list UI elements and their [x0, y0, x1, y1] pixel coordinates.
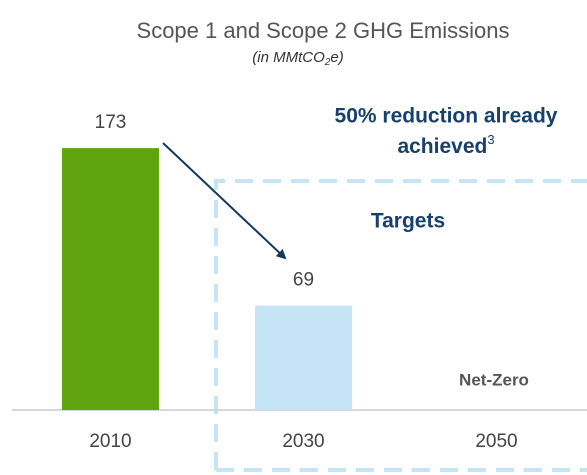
reduction-arrow: [162, 142, 287, 260]
subtitle-part: e): [330, 49, 343, 66]
targets-label: Targets: [371, 210, 445, 233]
reduction-line: achieved: [397, 135, 487, 158]
footnote: 3: [487, 132, 494, 147]
value-label: 69: [293, 270, 314, 291]
value-label: 173: [95, 112, 127, 133]
bar: [255, 305, 352, 410]
target-box: [214, 179, 587, 472]
subtitle-part: (in MMtCO: [252, 49, 325, 66]
subtitle-subscript: 2: [324, 57, 331, 68]
bar: [62, 148, 159, 410]
x-tick-label: 2050: [475, 431, 517, 452]
net-zero-label: Net-Zero: [459, 370, 529, 389]
x-tick-label: 2030: [282, 431, 324, 452]
chart-title: Scope 1 and Scope 2 GHG Emissions: [137, 18, 510, 43]
reduction-annotation: 50% reduction already: [335, 105, 558, 128]
reduction-annotation: achieved3: [397, 132, 494, 157]
x-tick-label: 2010: [89, 431, 131, 452]
chart-subtitle: (in MMtCO2e): [252, 49, 343, 68]
